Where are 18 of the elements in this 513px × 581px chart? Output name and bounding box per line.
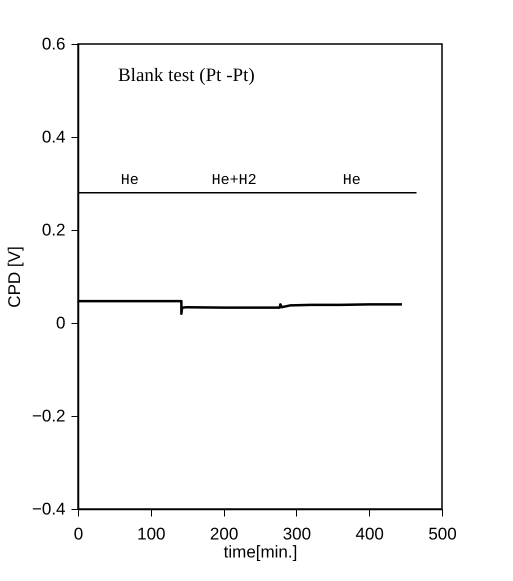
annotation: He+H2	[212, 172, 257, 189]
y-tick-label: 0.6	[42, 34, 66, 54]
x-tick-label: 0	[74, 524, 84, 544]
y-tick-label: −0.4	[32, 500, 66, 518]
x-tick-label: 500	[428, 524, 457, 544]
x-tick-label: 100	[137, 524, 166, 544]
x-tick-label: 300	[282, 524, 312, 544]
annotation: He	[120, 172, 139, 189]
y-tick-label: −0.2	[32, 406, 66, 426]
annotation: Blank test (Pt -Pt)	[118, 65, 255, 86]
y-tick-label: 0	[56, 314, 66, 332]
x-axis-title: time[min.]	[224, 542, 298, 562]
y-axis-title: CPD [V]	[4, 246, 24, 308]
annotation: He	[342, 172, 361, 189]
x-tick-label: 200	[210, 524, 238, 544]
y-tick-label: 0.4	[42, 128, 66, 146]
y-tick-label: 0.2	[42, 220, 66, 240]
x-tick-label: 400	[356, 524, 384, 544]
